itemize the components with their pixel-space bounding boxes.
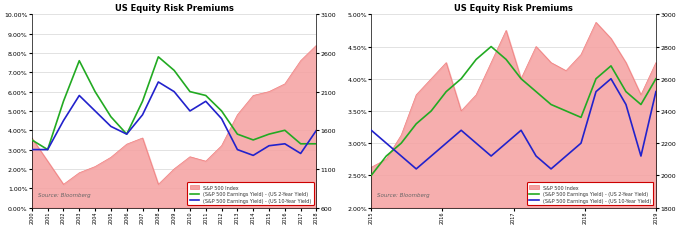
Title: US Equity Risk Premiums: US Equity Risk Premiums	[115, 4, 234, 13]
Legend: S&P 500 Index, (S&P 500 Earnings Yield) - (US 2-Year Yield), (S&P 500 Earnings Y: S&P 500 Index, (S&P 500 Earnings Yield) …	[187, 183, 314, 205]
Title: US Equity Risk Premiums: US Equity Risk Premiums	[454, 4, 573, 13]
Text: Source: Bloomberg: Source: Bloomberg	[377, 192, 430, 197]
Text: Source: Bloomberg: Source: Bloomberg	[37, 192, 90, 197]
Legend: S&P 500 Index, (S&P 500 Earnings Yield) - (US 2-Year Yield), (S&P 500 Earnings Y: S&P 500 Index, (S&P 500 Earnings Yield) …	[527, 183, 653, 205]
